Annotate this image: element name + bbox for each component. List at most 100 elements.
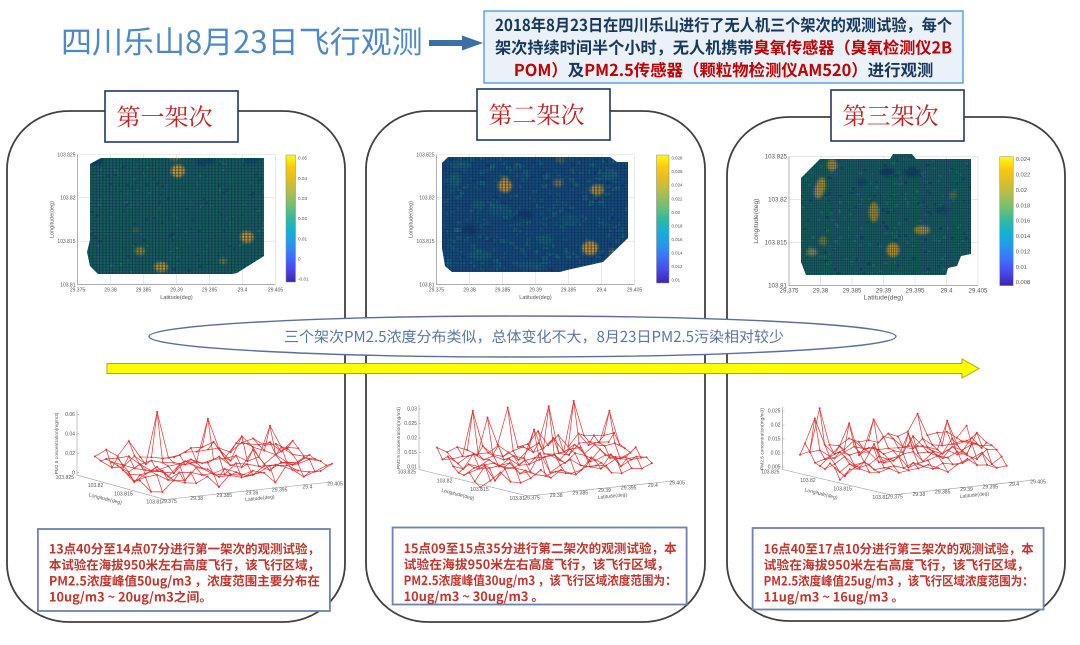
- svg-text:PM2.5 concentration(mg/m3): PM2.5 concentration(mg/m3): [760, 408, 766, 470]
- svg-text:103.82: 103.82: [60, 196, 76, 202]
- svg-text:0.024: 0.024: [1016, 157, 1031, 163]
- svg-text:0.018: 0.018: [1016, 203, 1031, 209]
- svg-text:29.39: 29.39: [529, 288, 542, 294]
- svg-text:0.028: 0.028: [672, 156, 684, 161]
- svg-text:29.39: 29.39: [598, 488, 611, 494]
- svg-text:0.06: 0.06: [65, 412, 75, 418]
- svg-text:29.4: 29.4: [648, 483, 658, 489]
- svg-text:103.81: 103.81: [509, 496, 525, 502]
- svg-text:29.39: 29.39: [246, 490, 259, 496]
- svg-text:29.39: 29.39: [876, 288, 892, 295]
- svg-text:Latitude(deg): Latitude(deg): [959, 491, 989, 500]
- svg-text:0.01: 0.01: [298, 236, 308, 241]
- svg-text:0.02: 0.02: [771, 423, 781, 429]
- svg-text:103.82: 103.82: [88, 483, 104, 489]
- svg-text:29.4: 29.4: [302, 484, 312, 490]
- svg-text:Latitude(deg): Latitude(deg): [864, 295, 903, 302]
- svg-text:29.375: 29.375: [887, 495, 903, 501]
- svg-text:29.375: 29.375: [524, 496, 540, 502]
- svg-text:PM2.5 concentration(mg/m3): PM2.5 concentration(mg/m3): [54, 412, 60, 474]
- svg-text:0.02: 0.02: [298, 216, 308, 221]
- svg-text:0.01: 0.01: [672, 278, 681, 283]
- svg-text:0.02: 0.02: [1016, 188, 1027, 194]
- svg-text:0.018: 0.018: [672, 223, 684, 228]
- svg-text:29.405: 29.405: [327, 482, 343, 488]
- svg-text:29.39: 29.39: [960, 487, 973, 493]
- svg-text:29.375: 29.375: [70, 288, 86, 294]
- svg-text:Longitude(deg): Longitude(deg): [753, 199, 760, 244]
- svg-text:0.016: 0.016: [1016, 219, 1031, 225]
- svg-text:103.82: 103.82: [800, 478, 816, 484]
- svg-text:0.01: 0.01: [407, 465, 417, 471]
- svg-text:103.82: 103.82: [419, 196, 435, 202]
- svg-text:29.4: 29.4: [597, 288, 607, 294]
- svg-text:0: 0: [298, 256, 301, 261]
- svg-text:0.04: 0.04: [298, 176, 308, 181]
- svg-text:0.01: 0.01: [771, 451, 781, 457]
- svg-text:103.825: 103.825: [57, 152, 75, 158]
- svg-text:103.81: 103.81: [146, 500, 162, 506]
- svg-text:103.81: 103.81: [60, 282, 76, 288]
- svg-text:Latitude(deg): Latitude(deg): [160, 295, 193, 301]
- svg-text:29.395: 29.395: [272, 487, 288, 493]
- svg-text:0.026: 0.026: [672, 169, 684, 174]
- svg-text:0.008: 0.008: [1016, 280, 1031, 286]
- svg-text:Longitude(deg): Longitude(deg): [50, 201, 56, 238]
- svg-text:29.375: 29.375: [780, 288, 799, 295]
- svg-text:29.38: 29.38: [813, 288, 829, 295]
- svg-text:103.815: 103.815: [57, 239, 75, 245]
- svg-text:29.395: 29.395: [983, 485, 999, 491]
- svg-text:29.395: 29.395: [202, 288, 218, 294]
- svg-text:Latitude(deg): Latitude(deg): [519, 295, 552, 301]
- svg-text:103.81: 103.81: [872, 495, 888, 501]
- svg-text:0.02: 0.02: [407, 436, 417, 442]
- svg-text:103.825: 103.825: [416, 152, 434, 158]
- svg-text:103.815: 103.815: [470, 487, 489, 493]
- svg-text:103.82: 103.82: [437, 478, 453, 484]
- svg-text:0.024: 0.024: [672, 183, 684, 188]
- svg-text:29.38: 29.38: [463, 288, 476, 294]
- svg-text:29.385: 29.385: [136, 288, 152, 294]
- svg-text:0.015: 0.015: [768, 437, 781, 443]
- svg-text:0.015: 0.015: [404, 450, 417, 456]
- svg-text:Latitude(deg): Latitude(deg): [597, 492, 627, 501]
- svg-text:0.05: 0.05: [298, 156, 308, 161]
- svg-text:103.81: 103.81: [768, 282, 787, 289]
- svg-text:0.03: 0.03: [407, 407, 417, 413]
- svg-text:0.03: 0.03: [298, 196, 308, 201]
- svg-text:29.38: 29.38: [550, 493, 563, 499]
- svg-text:29.405: 29.405: [1030, 480, 1046, 486]
- svg-text:29.385: 29.385: [935, 490, 951, 496]
- svg-text:0.014: 0.014: [1016, 234, 1031, 240]
- svg-text:29.405: 29.405: [627, 288, 643, 294]
- svg-text:29.375: 29.375: [429, 288, 445, 294]
- svg-text:29.405: 29.405: [969, 288, 988, 295]
- svg-text:29.4: 29.4: [940, 288, 953, 295]
- svg-text:0.014: 0.014: [672, 250, 684, 255]
- svg-text:0.005: 0.005: [768, 465, 781, 471]
- svg-text:103.825: 103.825: [56, 475, 75, 481]
- svg-text:29.385: 29.385: [217, 493, 233, 499]
- svg-text:103.825: 103.825: [761, 470, 780, 476]
- svg-text:0.016: 0.016: [672, 237, 684, 242]
- svg-text:0.01: 0.01: [1016, 265, 1027, 271]
- svg-text:0: 0: [72, 470, 75, 476]
- svg-text:29.405: 29.405: [669, 481, 685, 487]
- svg-text:29.38: 29.38: [104, 288, 117, 294]
- svg-text:0.02: 0.02: [672, 210, 681, 215]
- svg-text:29.395: 29.395: [906, 288, 925, 295]
- svg-text:29.39: 29.39: [170, 288, 183, 294]
- svg-text:103.815: 103.815: [114, 491, 133, 497]
- svg-text:0.022: 0.022: [672, 196, 684, 201]
- svg-text:29.38: 29.38: [190, 496, 203, 502]
- svg-text:0.04: 0.04: [65, 431, 75, 437]
- svg-text:29.405: 29.405: [268, 288, 284, 294]
- svg-text:Longitude(deg): Longitude(deg): [409, 201, 415, 238]
- svg-text:29.38: 29.38: [912, 492, 925, 498]
- svg-text:29.385: 29.385: [495, 288, 511, 294]
- svg-text:0.022: 0.022: [1016, 173, 1031, 179]
- svg-text:29.395: 29.395: [561, 288, 577, 294]
- svg-text:29.4: 29.4: [1009, 482, 1019, 488]
- svg-text:0.025: 0.025: [768, 409, 781, 415]
- svg-text:103.815: 103.815: [765, 239, 788, 246]
